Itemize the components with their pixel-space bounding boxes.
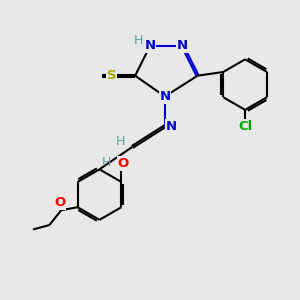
Text: N: N — [144, 40, 156, 52]
Text: N: N — [177, 40, 188, 52]
Text: N: N — [166, 120, 177, 133]
Text: Cl: Cl — [238, 120, 252, 133]
Text: O: O — [117, 157, 128, 170]
Text: N: N — [159, 90, 170, 103]
Text: H: H — [102, 156, 111, 169]
Text: H: H — [134, 34, 143, 47]
Text: S: S — [106, 69, 116, 82]
Text: O: O — [54, 196, 65, 209]
Text: H: H — [116, 135, 125, 148]
